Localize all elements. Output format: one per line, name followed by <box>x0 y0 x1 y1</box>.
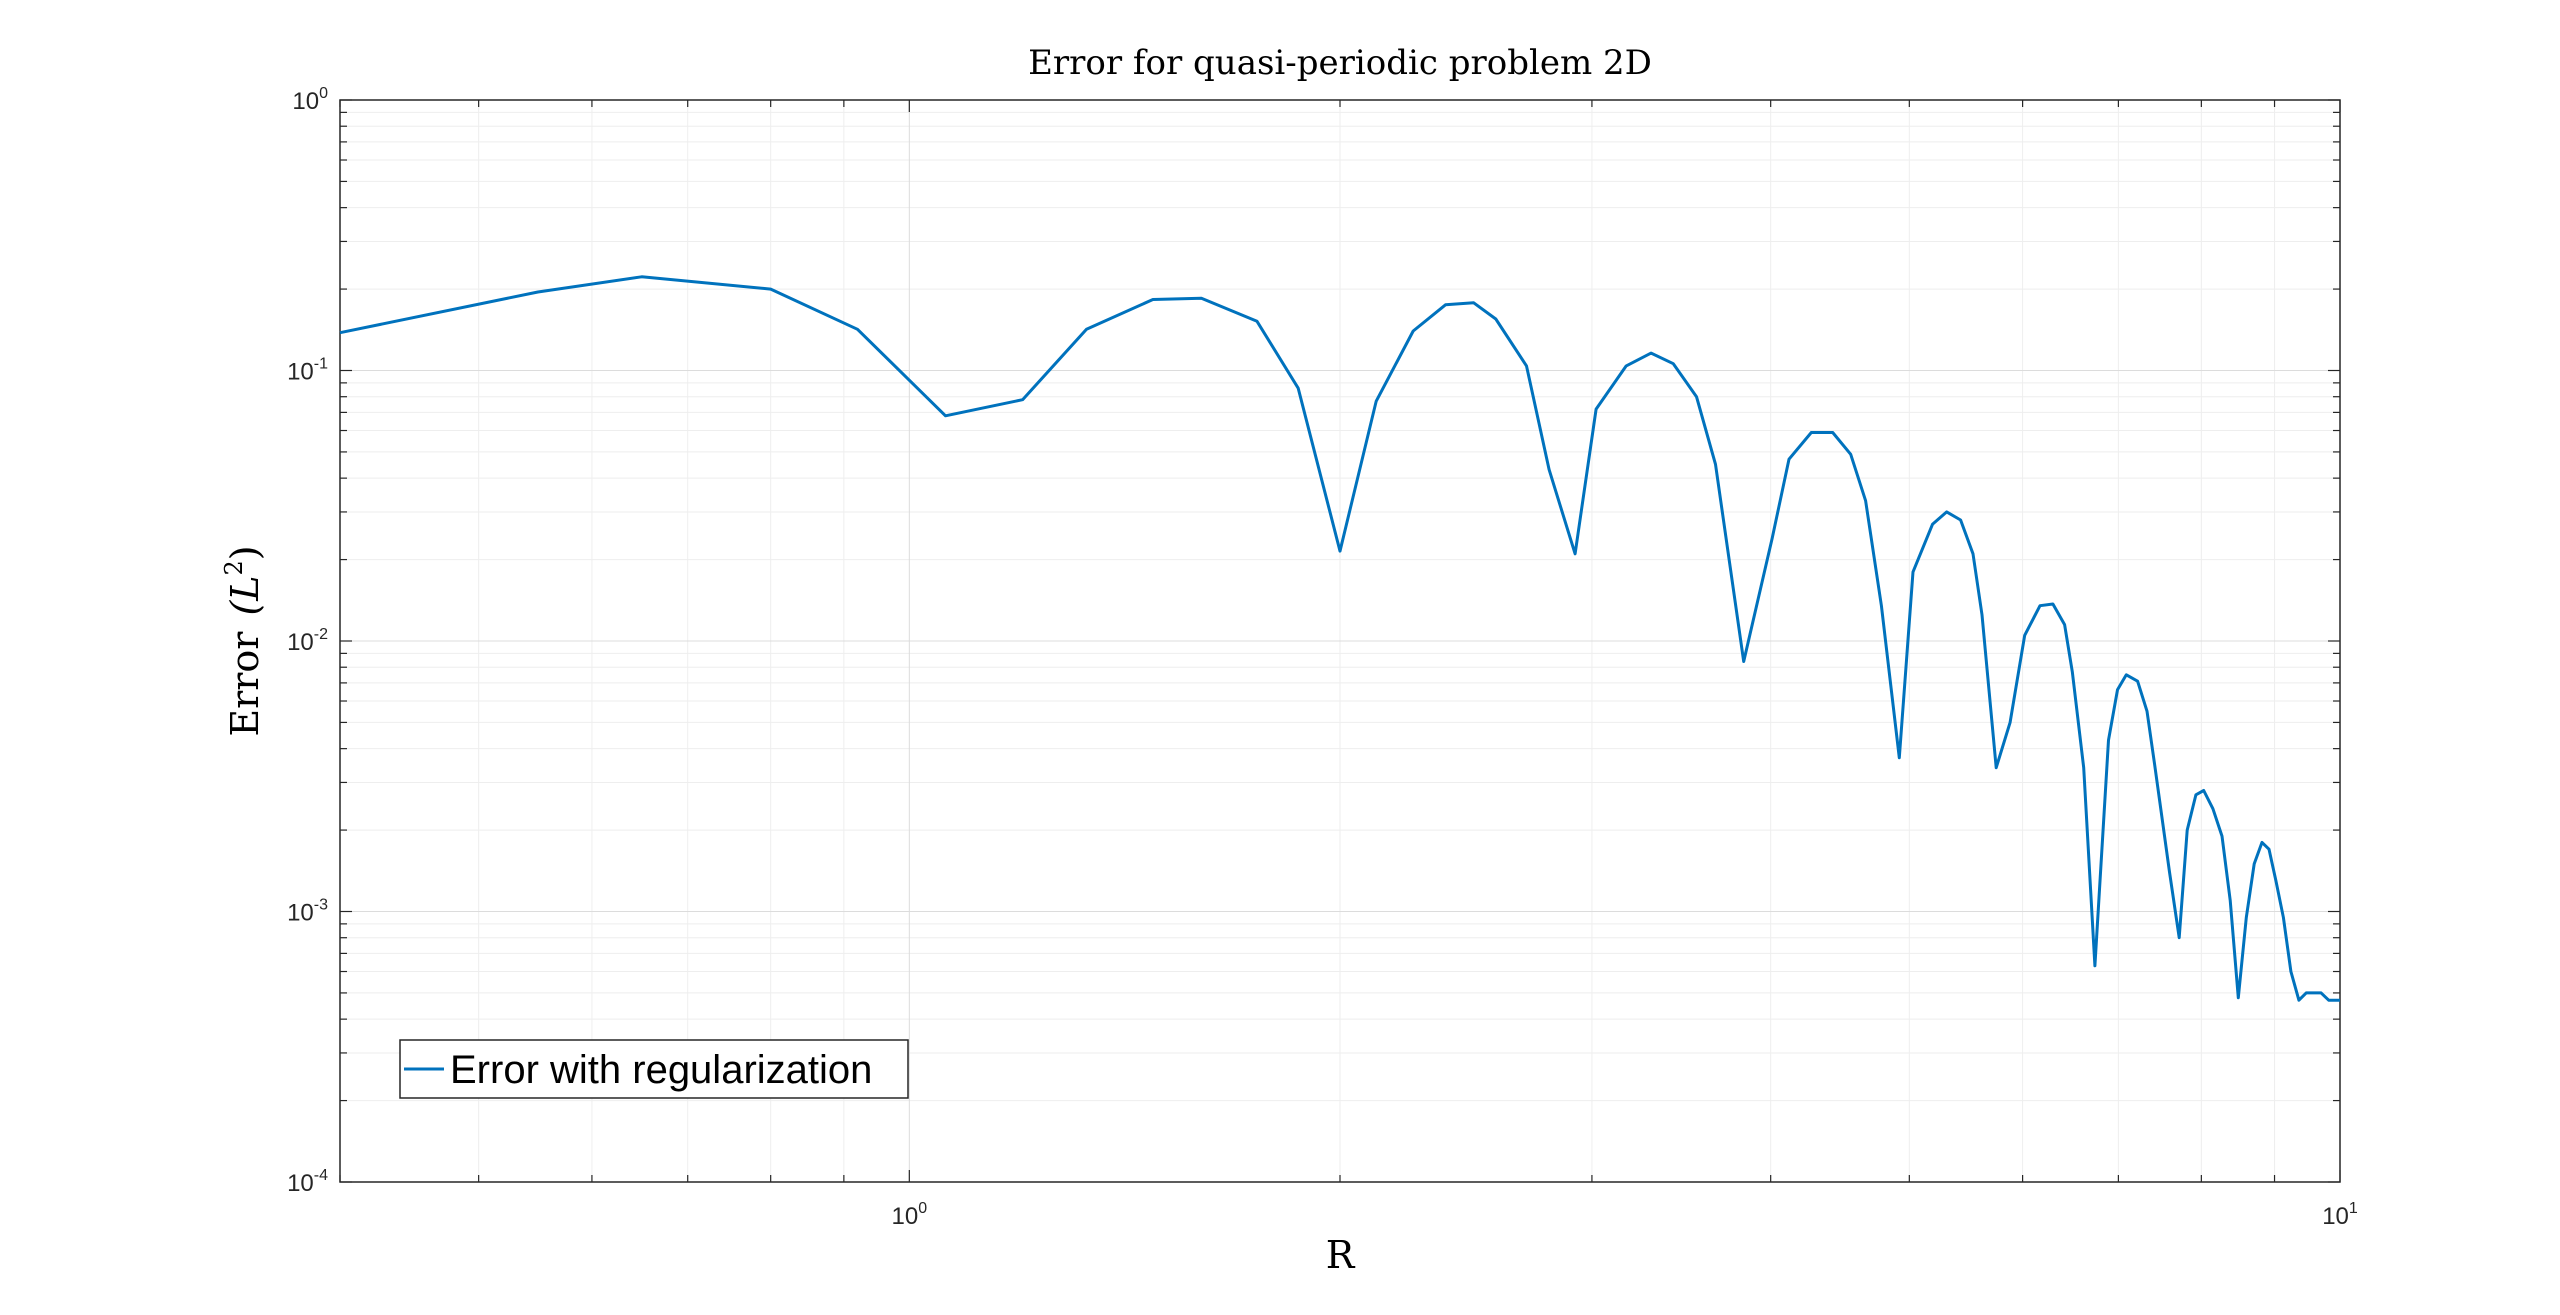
tick-labels: 100 101 100 10-1 10-2 10-3 10-4 <box>287 85 2358 1230</box>
legend-box <box>399 1039 909 1099</box>
axes-box <box>339 99 2341 1183</box>
y-tick-label: 100 <box>292 85 328 115</box>
legend: Error with regularization <box>399 1039 909 1099</box>
y-tick-label: 10-1 <box>287 356 328 386</box>
y-axis-label-close: ) <box>223 545 267 560</box>
series-line <box>339 275 2340 1002</box>
y-tick-label: 10-4 <box>287 1167 328 1197</box>
y-tick-label: 10-2 <box>287 626 328 656</box>
y-axis-label: Error (L2) <box>220 545 267 736</box>
chart-title: Error for quasi-periodic problem 2D <box>1028 43 1652 83</box>
x-tick-label: 101 <box>2322 1200 2358 1230</box>
y-axis-label-math: (L <box>223 575 267 615</box>
y-axis-label-word: Error <box>223 631 267 737</box>
x-axis-label: R <box>1326 1233 1356 1277</box>
x-tick-label: 100 <box>892 1200 928 1230</box>
legend-label: Error with regularization <box>450 1048 872 1092</box>
y-axis-label-sup: 2 <box>220 560 248 575</box>
axis-ticks <box>339 99 2341 1183</box>
series-layer <box>339 275 2340 1002</box>
y-tick-label: 10-3 <box>287 897 328 927</box>
